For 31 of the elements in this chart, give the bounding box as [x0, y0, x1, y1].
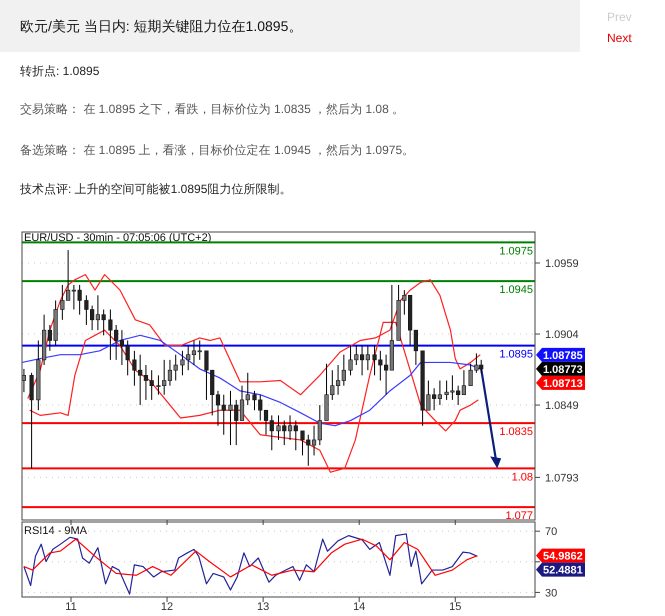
y-tick-label: 30 — [545, 587, 558, 600]
text: Next — [607, 31, 632, 45]
line-series — [23, 533, 478, 595]
x-tick-label: 11 — [65, 601, 77, 613]
ref-line-label: 1.08 — [512, 471, 533, 484]
y-tick-label: 70 — [545, 526, 558, 538]
ref-line-label: 1.077 — [505, 510, 533, 522]
line-series — [23, 538, 478, 578]
y-tick-label: 1.0793 — [545, 472, 579, 484]
text: 技术点评: 上升的空间可能被1.0895阻力位所限制。 — [19, 182, 292, 196]
y-tick-label: 1.0849 — [545, 400, 579, 412]
text: 54.9862 — [543, 550, 583, 563]
text: 1.08785 — [543, 350, 583, 362]
x-tick-label: 14 — [353, 601, 366, 613]
x-tick-label: 15 — [449, 601, 462, 613]
ref-line-label: 1.0945 — [499, 284, 533, 296]
x-tick-label: 12 — [160, 601, 174, 613]
y-tick-label: 1.0959 — [545, 258, 579, 270]
text: 转折点: 1.0895 — [20, 64, 100, 78]
text: 1.08713 — [543, 378, 583, 390]
ref-line-label: 1.0895 — [499, 348, 533, 361]
text: 1.08773 — [543, 364, 583, 376]
ref-line-label: 1.0975 — [499, 245, 533, 258]
chart-title: 欧元/美元 当日内: 短期关键阻力位在1.0895。 — [20, 18, 302, 34]
x-tick-label: 13 — [257, 601, 270, 613]
chart-subtitle: EUR/USD - 30min - 07:05:06 (UTC+2) — [24, 232, 212, 244]
text: 交易策略： 在 1.0895 之下，看跌，目标价位为 1.0835 ，然后为 1.08 。 — [20, 102, 404, 116]
text: 备选策略： 在 1.0895 上，看涨，目标价位定在 1.0945 ，然后为 1.0975。 — [20, 143, 414, 157]
ref-line-label: 1.0835 — [499, 426, 533, 438]
y-tick-label: 1.0904 — [545, 329, 579, 342]
text: 52.4881 — [543, 564, 583, 577]
